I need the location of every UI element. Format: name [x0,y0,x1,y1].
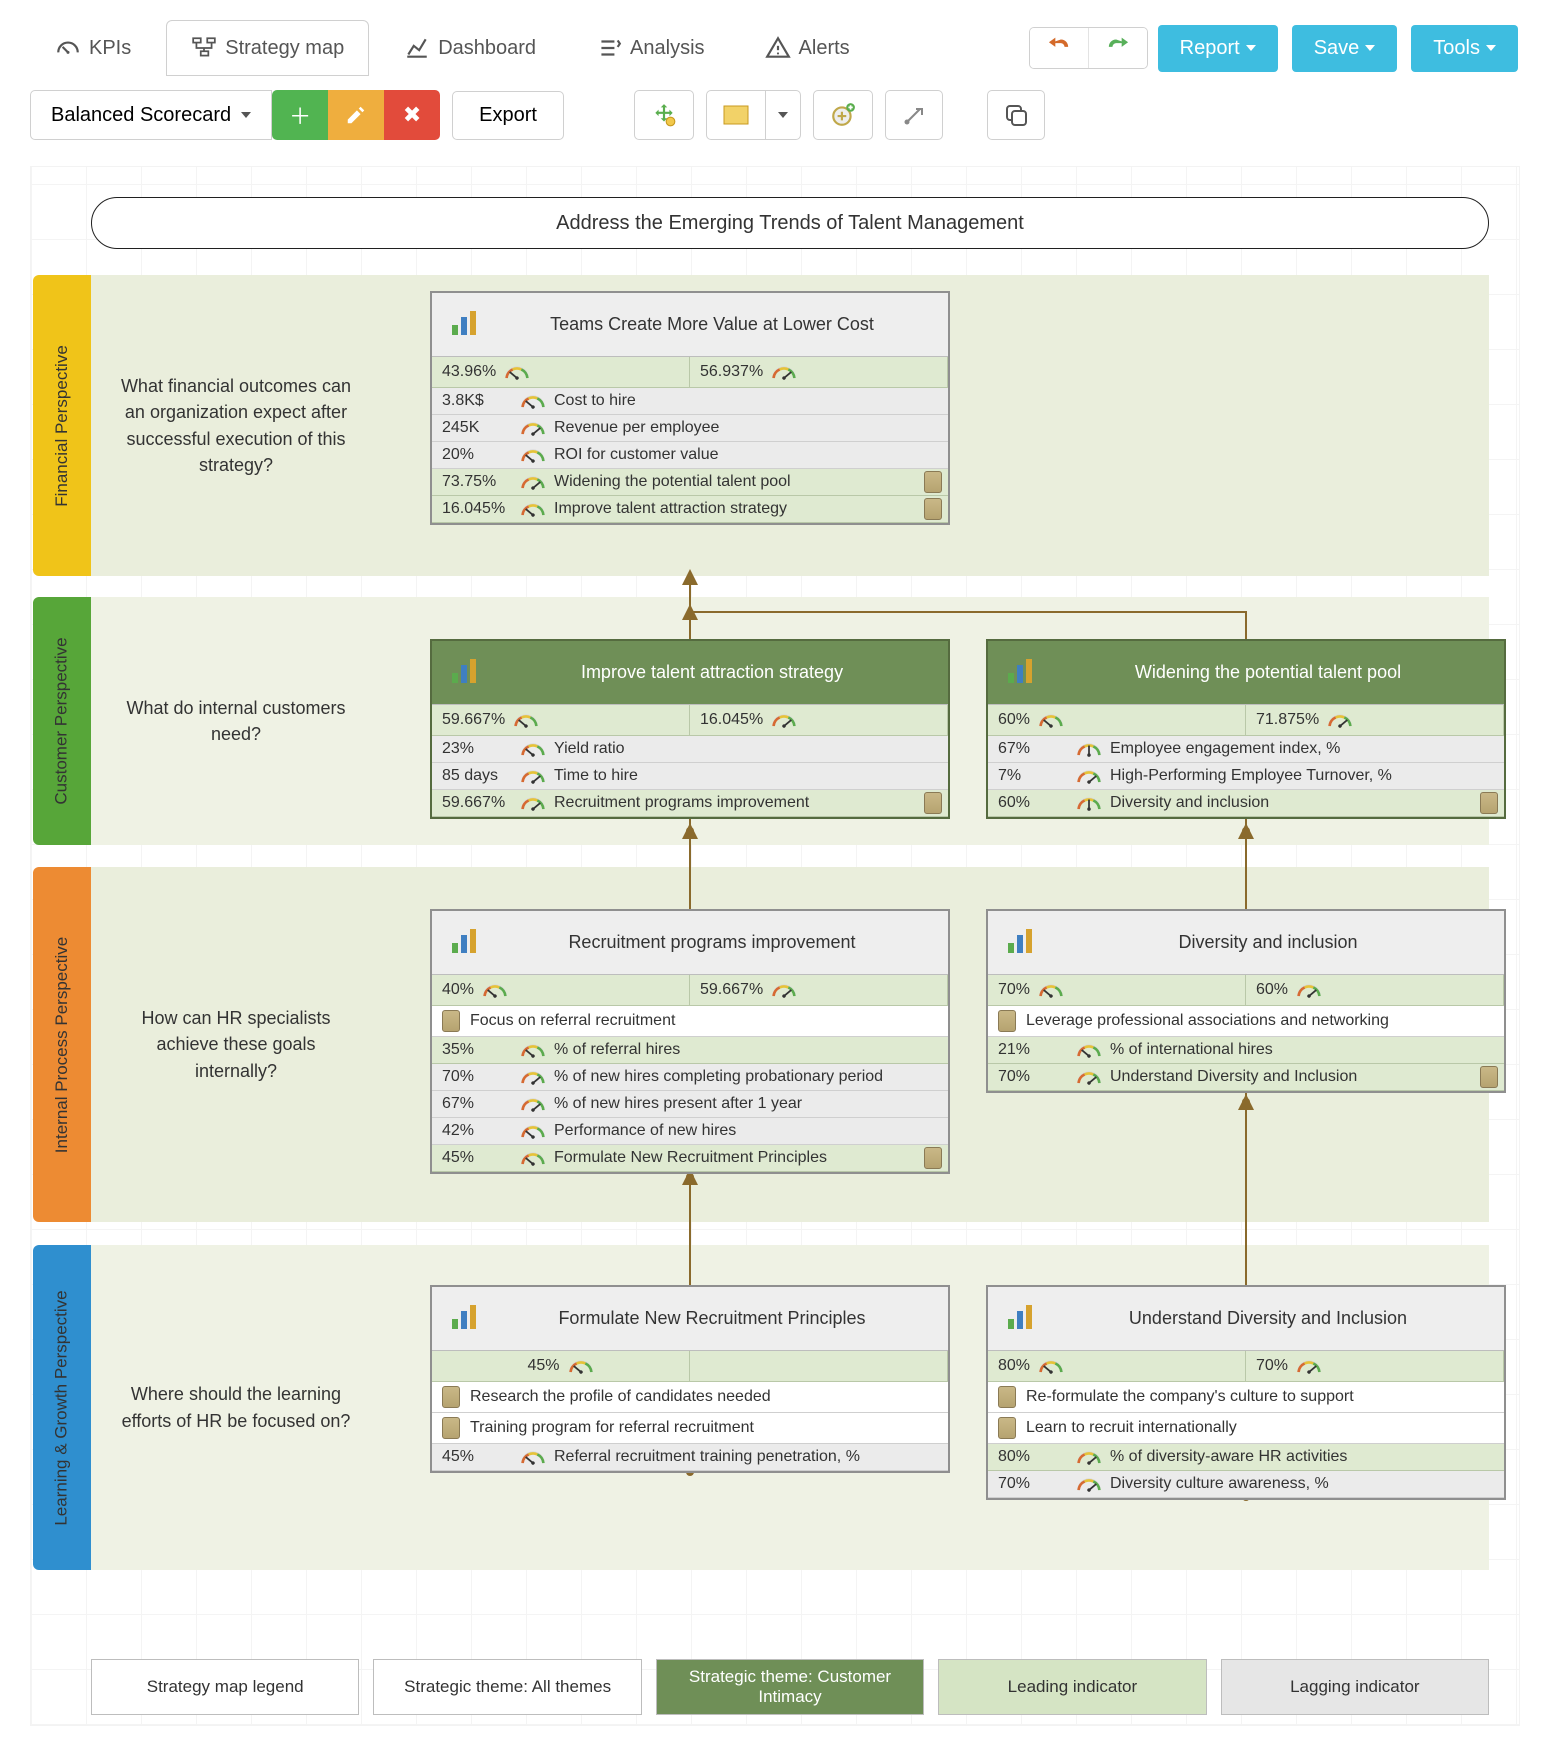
tab-kpis[interactable]: KPIs [30,20,156,76]
alert-icon [765,35,791,61]
band-desc-int: How can HR specialists achieve these goa… [91,867,381,1222]
legend-leading[interactable]: Leading indicator [938,1659,1206,1715]
legend-lagging[interactable]: Lagging indicator [1221,1659,1489,1715]
edit-button[interactable] [328,90,384,140]
metric-row[interactable]: Learn to recruit internationally [988,1413,1504,1444]
metric-row[interactable]: 45% Referral recruitment training penetr… [432,1444,948,1471]
add-node-tool[interactable] [813,90,873,140]
metric-row[interactable]: 35% % of referral hires [432,1037,948,1064]
metric-row[interactable]: 67% Employee engagement index, % [988,736,1504,763]
tab-analysis-label: Analysis [630,37,704,60]
card-head: Understand Diversity and Inclusion [988,1287,1504,1351]
metric-row[interactable]: 245K Revenue per employee [432,415,948,442]
export-button[interactable]: Export [452,91,564,140]
strategy-map-canvas[interactable]: Address the Emerging Trends of Talent Ma… [30,166,1520,1726]
metric-row[interactable]: 85 days Time to hire [432,763,948,790]
band-tab-cust[interactable]: Customer Perspective [33,597,91,845]
metric-row[interactable]: Focus on referral recruitment [432,1006,948,1037]
map-title[interactable]: Address the Emerging Trends of Talent Ma… [91,197,1489,249]
band-desc-cust: What do internal customers need? [91,597,381,845]
metric-row[interactable]: 73.75% Widening the potential talent poo… [432,469,948,496]
metric-row[interactable]: Re-formulate the company's culture to su… [988,1382,1504,1413]
tab-kpis-label: KPIs [89,37,131,60]
metric-row[interactable]: 70% Understand Diversity and Inclusion [988,1064,1504,1091]
metric-row[interactable]: 3.8K$ Cost to hire [432,388,948,415]
tab-alerts-label: Alerts [799,37,850,60]
card-int_l[interactable]: Recruitment programs improvement 40% 59.… [430,909,950,1174]
save-button[interactable]: Save [1292,25,1398,72]
metric-row[interactable]: 16.045% Improve talent attraction strate… [432,496,948,523]
band-desc-learn: Where should the learning efforts of HR … [91,1245,381,1570]
strategy-icon [191,35,217,61]
band-tab-learn[interactable]: Learning & Growth Perspective [33,1245,91,1570]
delete-button[interactable]: ✖ [384,90,440,140]
metric-row[interactable]: 42% Performance of new hires [432,1118,948,1145]
card-head: Teams Create More Value at Lower Cost [432,293,948,357]
metric-row[interactable]: Training program for referral recruitmen… [432,1413,948,1444]
metric-row[interactable]: 23% Yield ratio [432,736,948,763]
metric-row[interactable]: 67% % of new hires present after 1 year [432,1091,948,1118]
tab-strategy-map-label: Strategy map [225,37,344,60]
undo-redo-group [1029,27,1148,69]
add-button[interactable]: ＋ [272,90,328,140]
metric-row[interactable]: Leverage professional associations and n… [988,1006,1504,1037]
legend-title[interactable]: Strategy map legend [91,1659,359,1715]
card-cust_l[interactable]: Improve talent attraction strategy 59.66… [430,639,950,819]
metric-row[interactable]: 45% Formulate New Recruitment Principles [432,1145,948,1172]
scorecard-label: Balanced Scorecard [51,104,231,127]
card-head: Improve talent attraction strategy [432,641,948,705]
redo-button[interactable] [1088,28,1147,68]
card-cust_r[interactable]: Widening the potential talent pool 60% 7… [986,639,1506,819]
gauge-icon [55,35,81,61]
band-desc-fin: What financial outcomes can an organizat… [91,275,381,576]
rect-tool-menu[interactable] [766,90,801,140]
metric-row[interactable]: 70% % of new hires completing probationa… [432,1064,948,1091]
map-title-text: Address the Emerging Trends of Talent Ma… [556,212,1024,235]
card-int_r[interactable]: Diversity and inclusion 70% 60% Leverage… [986,909,1506,1093]
metric-row[interactable]: 21% % of international hires [988,1037,1504,1064]
card-head: Widening the potential talent pool [988,641,1504,705]
tab-dashboard[interactable]: Dashboard [379,20,561,76]
band-tab-fin[interactable]: Financial Perspective [33,275,91,576]
toolbar: Balanced Scorecard ＋ ✖ Export [30,90,1518,140]
scorecard-dropdown[interactable]: Balanced Scorecard [30,90,272,140]
card-learn_l[interactable]: Formulate New Recruitment Principles 45%… [430,1285,950,1473]
report-label: Report [1180,37,1240,60]
card-learn_r[interactable]: Understand Diversity and Inclusion 80% 7… [986,1285,1506,1500]
export-label: Export [479,104,537,126]
card-head: Formulate New Recruitment Principles [432,1287,948,1351]
metric-row[interactable]: 70% Diversity culture awareness, % [988,1471,1504,1498]
band-tab-int[interactable]: Internal Process Perspective [33,867,91,1222]
legend: Strategy map legend Strategic theme: All… [91,1659,1489,1715]
metric-row[interactable]: 59.667% Recruitment programs improvement [432,790,948,817]
metric-row[interactable]: 7% High-Performing Employee Turnover, % [988,763,1504,790]
card-head: Recruitment programs improvement [432,911,948,975]
tab-alerts[interactable]: Alerts [740,20,875,76]
tools-label: Tools [1433,37,1480,60]
move-tool[interactable] [634,90,694,140]
metric-row[interactable]: 60% Diversity and inclusion [988,790,1504,817]
copy-tool[interactable] [987,90,1045,140]
main-tabs: KPIs Strategy map Dashboard Analysis Ale… [30,20,1518,76]
tools-button[interactable]: Tools [1411,25,1518,72]
card-head: Diversity and inclusion [988,911,1504,975]
tab-analysis[interactable]: Analysis [571,20,729,76]
metric-row[interactable]: 20% ROI for customer value [432,442,948,469]
chart-icon [404,35,430,61]
undo-button[interactable] [1030,28,1088,68]
card-fin[interactable]: Teams Create More Value at Lower Cost 43… [430,291,950,525]
tab-strategy-map[interactable]: Strategy map [166,20,369,76]
legend-theme-ci[interactable]: Strategic theme: Customer Intimacy [656,1659,924,1715]
tab-dashboard-label: Dashboard [438,37,536,60]
save-label: Save [1314,37,1360,60]
report-button[interactable]: Report [1158,25,1278,72]
analysis-icon [596,35,622,61]
connector-tool[interactable] [885,90,943,140]
metric-row[interactable]: Research the profile of candidates neede… [432,1382,948,1413]
rect-tool[interactable] [706,90,766,140]
legend-theme-all[interactable]: Strategic theme: All themes [373,1659,641,1715]
metric-row[interactable]: 80% % of diversity-aware HR activities [988,1444,1504,1471]
